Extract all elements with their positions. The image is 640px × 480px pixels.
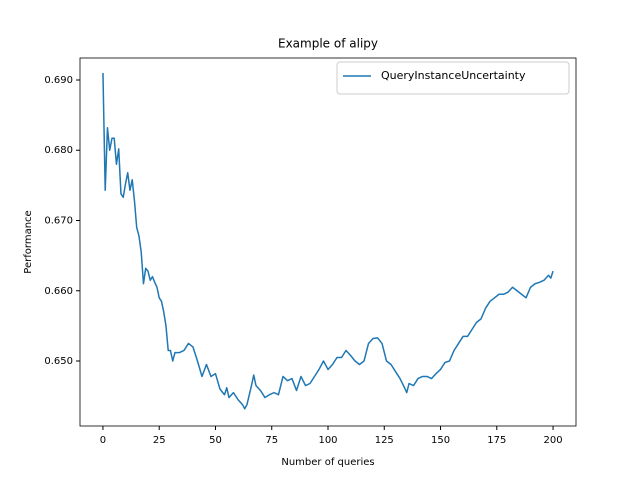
y-axis-label: Performance [23, 210, 34, 273]
y-tick-label: 0.660 [44, 286, 73, 297]
legend-box [336, 61, 570, 95]
x-tick-label: 75 [265, 435, 278, 446]
chart-title: Example of alipy [278, 37, 378, 51]
y-tick-label: 0.670 [44, 216, 73, 227]
x-tick-label: 0 [100, 435, 106, 446]
axes-frame [79, 57, 577, 427]
x-tick-label: 25 [153, 435, 166, 446]
x-tick-label: 200 [543, 435, 562, 446]
x-tick-label: 175 [487, 435, 506, 446]
line [102, 72, 554, 410]
x-tick-label: 125 [375, 435, 394, 446]
y-tick-label: 0.650 [44, 356, 73, 367]
x-tick-label: 50 [209, 435, 222, 446]
x-tick-label: 100 [318, 435, 337, 446]
legend-label: QueryInstanceUncertainty [381, 69, 526, 82]
x-tick-label: 150 [431, 435, 450, 446]
y-tick-label: 0.680 [44, 145, 73, 156]
x-axis-label: Number of queries [281, 457, 374, 468]
y-tick-label: 0.690 [44, 75, 73, 86]
